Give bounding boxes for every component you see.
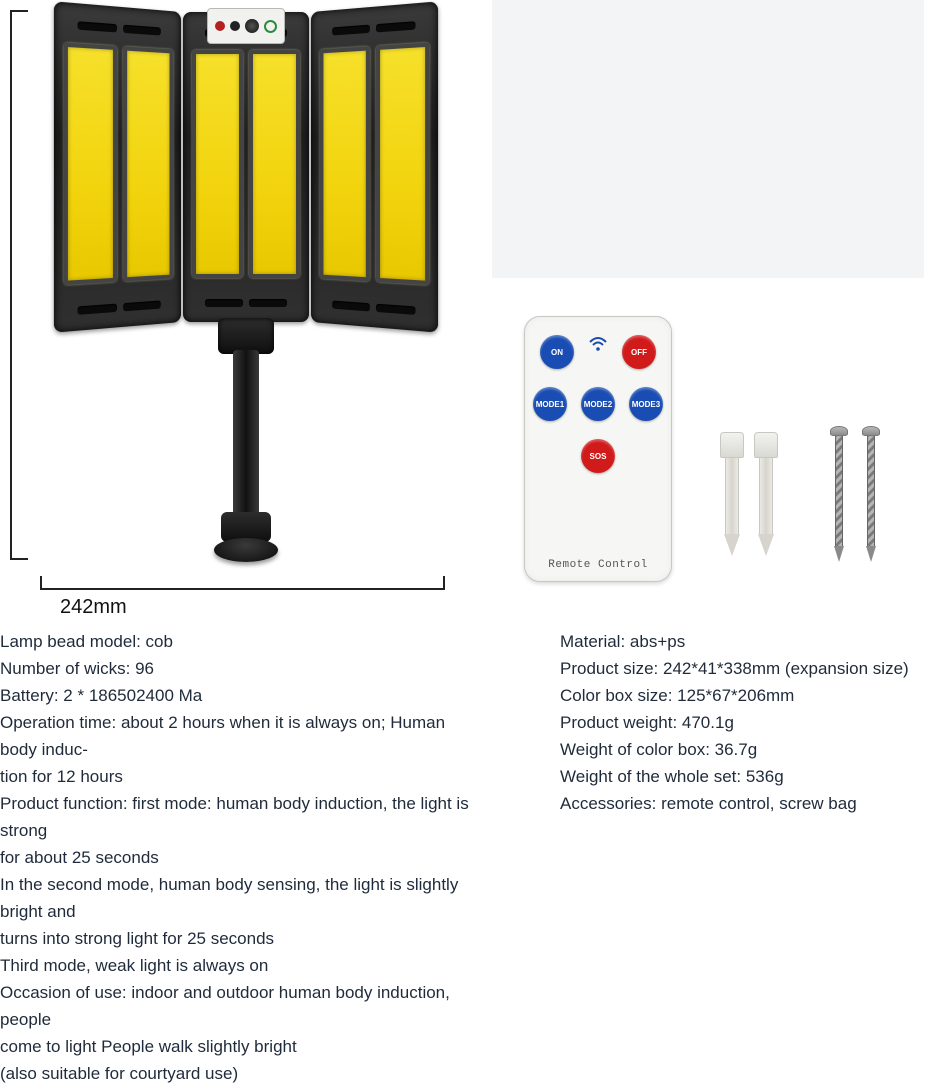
spec-line: Third mode, weak light is always on <box>0 952 480 979</box>
wall-anchor-2 <box>754 432 778 560</box>
product-infographic: 338mm 242mm <box>0 0 929 959</box>
spec-line: Occasion of use: indoor and outdoor huma… <box>0 979 480 1033</box>
remote-label: Remote Control <box>548 559 647 571</box>
spec-line: Product size: 242*41*338mm (expansion si… <box>560 655 910 682</box>
lamp-joint-top <box>218 318 274 354</box>
spec-line: Material: abs+ps <box>560 628 910 655</box>
spec-line: Product function: first mode: human body… <box>0 790 480 844</box>
screw-1 <box>830 426 848 566</box>
specs-column-left: Lamp bead model: cobNumber of wicks: 96B… <box>0 628 480 1087</box>
remote-on-button: ON <box>540 335 574 369</box>
spec-line: (also suitable for courtyard use) <box>0 1060 480 1087</box>
remote-off-button: OFF <box>622 335 656 369</box>
height-dimension-line <box>10 10 28 560</box>
remote-sos-button: SOS <box>581 439 615 473</box>
remote-control-image: ON OFF MODE1 MODE2 MODE3 SOS Remote Cont… <box>524 316 672 582</box>
width-dimension-label: 242mm <box>60 596 127 619</box>
spec-line: In the second mode, human body sensing, … <box>0 871 480 925</box>
spec-line: Product weight: 470.1g <box>560 709 910 736</box>
wifi-icon <box>588 335 608 353</box>
spec-line: come to light People walk slightly brigh… <box>0 1033 480 1060</box>
remote-mode2-button: MODE2 <box>581 387 615 421</box>
specs-column-right: Material: abs+psProduct size: 242*41*338… <box>560 628 910 817</box>
wall-anchor-1 <box>720 432 744 560</box>
spec-line: for about 25 seconds <box>0 844 480 871</box>
lamp-pole <box>233 350 259 520</box>
spec-line: Number of wicks: 96 <box>0 655 480 682</box>
spec-line: Weight of color box: 36.7g <box>560 736 910 763</box>
lamp-panel-right <box>311 1 438 332</box>
lamp-product-image <box>46 12 446 572</box>
spec-line: Color box size: 125*67*206mm <box>560 682 910 709</box>
lamp-base <box>214 538 278 562</box>
lamp-head <box>56 12 436 322</box>
remote-mode1-button: MODE1 <box>533 387 567 421</box>
lamp-panel-left <box>54 1 181 332</box>
remote-mode3-button: MODE3 <box>629 387 663 421</box>
spec-line: turns into strong light for 25 seconds <box>0 925 480 952</box>
spec-line: Lamp bead model: cob <box>0 628 480 655</box>
spec-line: Battery: 2 * 186502400 Ma <box>0 682 480 709</box>
spec-line: Weight of the whole set: 536g <box>560 763 910 790</box>
background-accent <box>492 0 924 278</box>
screw-2 <box>862 426 880 566</box>
spec-line: Operation time: about 2 hours when it is… <box>0 709 480 763</box>
spec-line: tion for 12 hours <box>0 763 480 790</box>
width-dimension-line <box>40 576 445 590</box>
sensor-module <box>207 8 285 44</box>
spec-line: Accessories: remote control, screw bag <box>560 790 910 817</box>
lamp-panel-center <box>183 12 308 322</box>
